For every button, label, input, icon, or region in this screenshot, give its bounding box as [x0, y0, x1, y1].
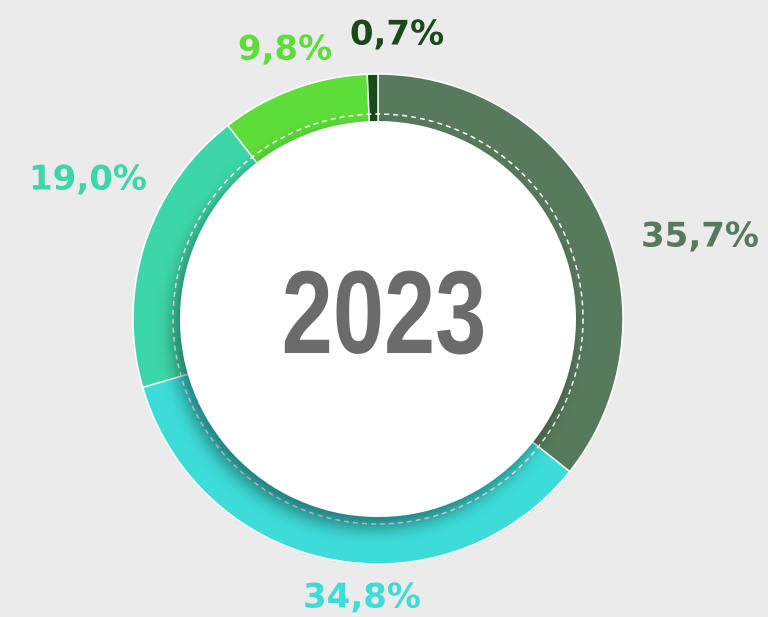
data-label: 19,0%: [29, 159, 147, 199]
data-label: 34,8%: [303, 577, 421, 617]
inner-disc: [180, 121, 576, 517]
data-label: 0,7%: [350, 14, 444, 54]
center-label: 2023: [282, 247, 487, 379]
donut-segment: [366, 73, 379, 130]
dashed-ring: [172, 113, 584, 525]
data-label: 35,7%: [641, 216, 759, 256]
data-label: 9,8%: [238, 29, 332, 69]
